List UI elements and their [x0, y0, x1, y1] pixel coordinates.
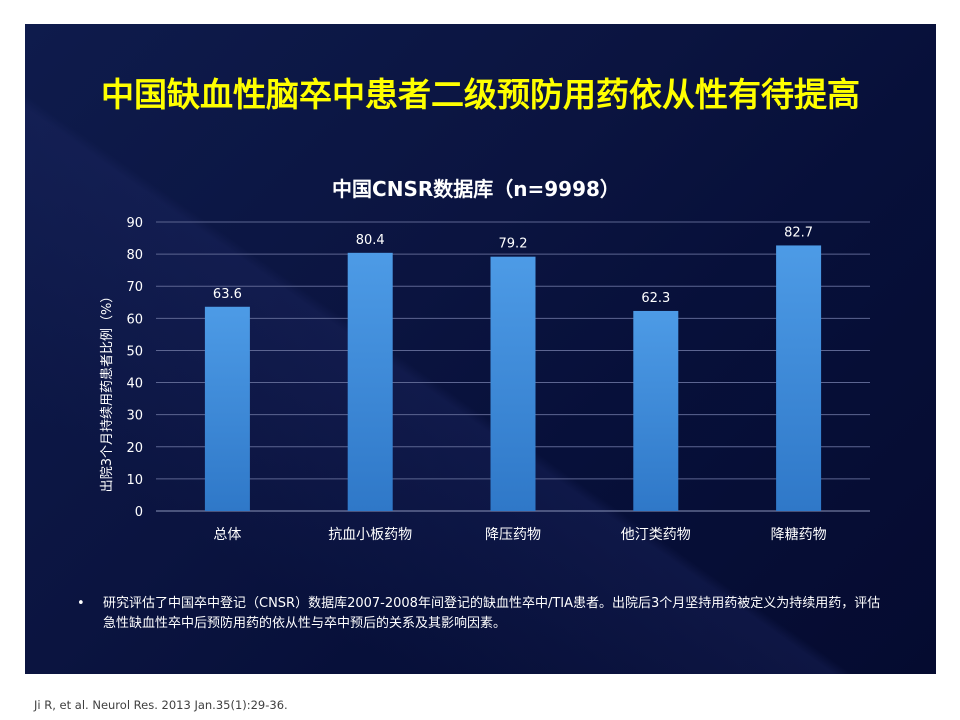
y-tick-label: 30 [126, 409, 143, 424]
y-tick-label: 10 [126, 473, 143, 488]
slide: 中国缺血性脑卒中患者二级预防用药依从性有待提高 中国CNSR数据库（n=9998… [25, 24, 936, 674]
y-ticks: 0 10 20 30 40 50 60 70 80 90 [126, 216, 143, 520]
x-ticks: 总体 抗血小板药物 降压药物 他汀类药物 降糖药物 [213, 527, 826, 543]
y-tick-label: 0 [135, 505, 143, 520]
data-label: 82.7 [784, 225, 813, 240]
x-tick-label: 降糖药物 [771, 527, 827, 543]
x-tick-label: 抗血小板药物 [328, 527, 412, 543]
data-label: 63.6 [213, 287, 242, 302]
bullet-text: 研究评估了中国卒中登记（CNSR）数据库2007-2008年间登记的缺血性卒中/… [103, 596, 881, 631]
data-label: 80.4 [356, 233, 385, 248]
x-tick-label: 降压药物 [485, 527, 541, 543]
y-tick-label: 40 [126, 377, 143, 392]
y-tick-label: 60 [126, 312, 143, 327]
bar [633, 310, 679, 511]
bullet-symbol: • [77, 596, 85, 611]
bar [204, 306, 250, 511]
slide-title: 中国缺血性脑卒中患者二级预防用药依从性有待提高 [101, 75, 860, 114]
citation: Ji R, et al. Neurol Res. 2013 Jan.35(1):… [34, 698, 288, 712]
y-tick-label: 90 [126, 216, 143, 231]
bar [776, 245, 822, 512]
bar [347, 252, 393, 511]
y-tick-label: 70 [126, 280, 143, 295]
y-tick-label: 20 [126, 441, 143, 456]
x-tick-label: 他汀类药物 [621, 527, 691, 543]
data-label: 79.2 [499, 237, 528, 252]
y-tick-label: 80 [126, 248, 143, 263]
chart-title: 中国CNSR数据库（n=9998） [332, 177, 620, 201]
data-labels: 63.6 80.4 79.2 62.3 82.7 [213, 225, 813, 306]
data-label: 62.3 [641, 291, 670, 306]
bar-chart: 中国CNSR数据库（n=9998） 出院3个月持续用药患者比例（%） 0 10 20… [100, 177, 870, 543]
bars [204, 245, 822, 512]
bar [490, 256, 536, 511]
y-axis-label: 出院3个月持续用药患者比例（%） [100, 290, 115, 493]
x-tick-label: 总体 [213, 527, 241, 543]
y-tick-label: 50 [126, 344, 143, 359]
